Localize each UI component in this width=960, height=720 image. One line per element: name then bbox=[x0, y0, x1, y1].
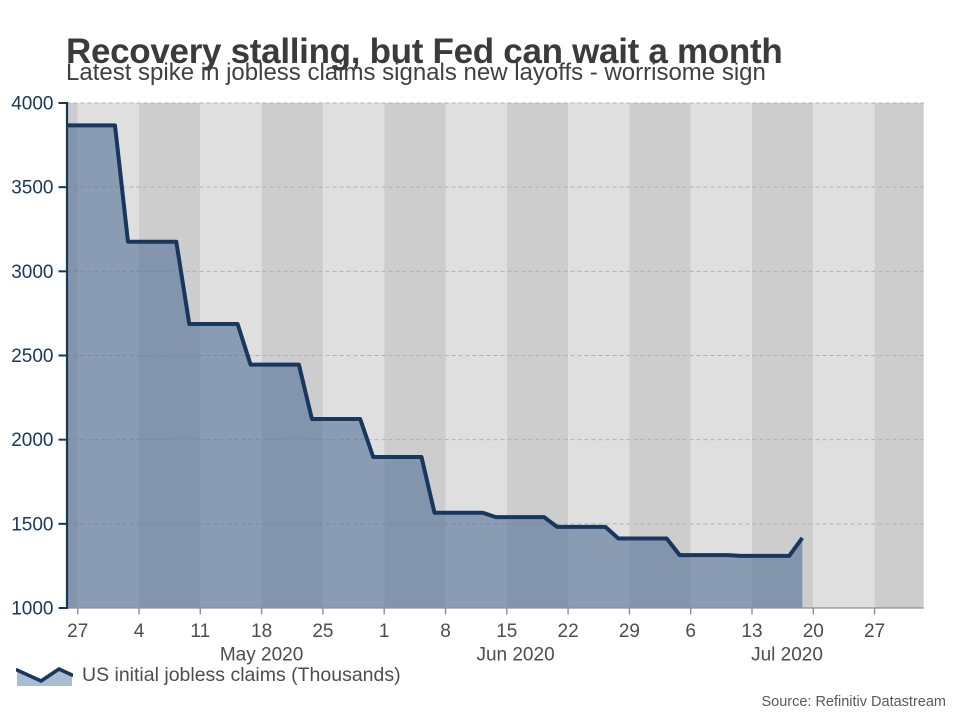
x-axis-month-label: Jul 2020 bbox=[751, 645, 823, 666]
y-axis-label: 3000 bbox=[11, 262, 53, 283]
chart-subtitle: Latest spike in jobless claims signals n… bbox=[66, 59, 766, 86]
x-axis-tick-label: 18 bbox=[251, 621, 272, 642]
area-series-icon bbox=[16, 666, 73, 686]
series-area bbox=[66, 125, 803, 608]
x-axis-tick-label: 4 bbox=[134, 621, 145, 642]
x-axis-tick-label: 22 bbox=[558, 621, 579, 642]
chart-title: Recovery stalling, but Fed can wait a mo… bbox=[66, 32, 783, 72]
x-axis-tick-label: 25 bbox=[312, 621, 333, 642]
y-axis-label: 1500 bbox=[11, 514, 53, 535]
x-axis-tick-label: 6 bbox=[685, 621, 696, 642]
series-line bbox=[66, 123, 804, 558]
x-axis-month-label: May 2020 bbox=[220, 645, 303, 666]
x-axis-tick-label: 29 bbox=[619, 621, 640, 642]
legend-series-line bbox=[16, 666, 73, 683]
y-axis-label: 3500 bbox=[11, 178, 53, 199]
source-attribution: Source: Refinitiv Datastream bbox=[761, 694, 946, 710]
legend-label: US initial jobless claims (Thousands) bbox=[82, 664, 401, 686]
y-axis-label: 1000 bbox=[11, 599, 53, 620]
legend-area-fill bbox=[17, 668, 72, 686]
background-stripe bbox=[629, 103, 691, 608]
y-axis-label: 4000 bbox=[11, 94, 53, 115]
x-axis-tick-label: 8 bbox=[440, 621, 451, 642]
y-axis-label: 2500 bbox=[11, 346, 53, 367]
x-axis-tick-label: 27 bbox=[67, 621, 88, 642]
x-axis-tick-label: 11 bbox=[190, 621, 210, 642]
x-axis-month-label: Jun 2020 bbox=[476, 645, 554, 666]
chart-legend: US initial jobless claims (Thousands) bbox=[16, 664, 401, 687]
y-axis-label: 2000 bbox=[11, 430, 53, 451]
x-axis-tick-label: 27 bbox=[864, 621, 885, 642]
x-axis-tick-label: 1 bbox=[379, 621, 390, 642]
x-axis-tick-label: 20 bbox=[803, 621, 824, 642]
x-axis-tick-label: 13 bbox=[741, 621, 762, 642]
x-axis-tick-label: 15 bbox=[496, 621, 517, 642]
